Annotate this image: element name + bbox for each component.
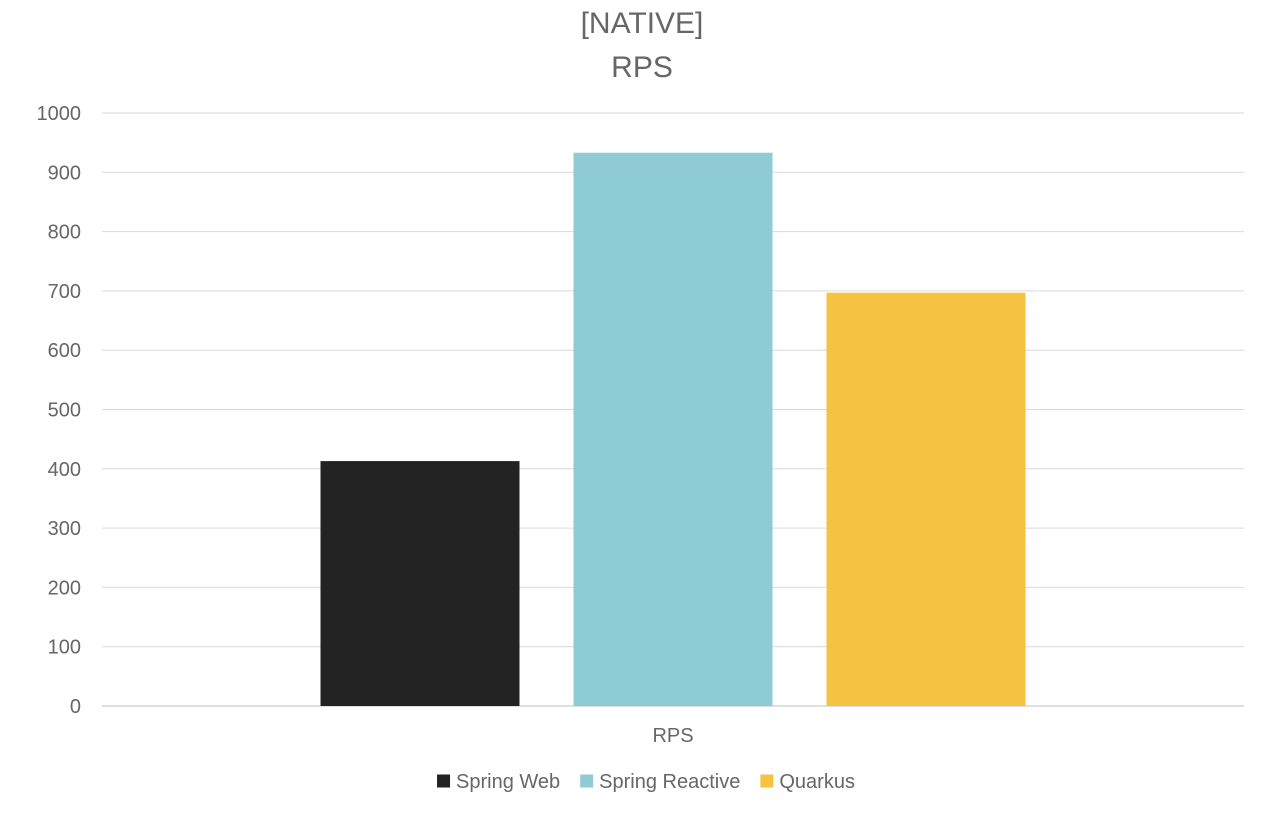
y-tick-label: 1000 <box>37 103 82 125</box>
y-tick-label: 900 <box>48 162 81 184</box>
bar-spring-web <box>320 461 520 706</box>
legend-swatch-spring-reactive <box>580 774 594 788</box>
bar-spring-reactive <box>573 152 773 706</box>
legend-item: Spring Web <box>437 771 560 793</box>
y-tick-label: 200 <box>48 577 81 599</box>
legend-swatch-spring-web <box>437 774 451 788</box>
legend-label: Spring Reactive <box>599 771 740 793</box>
legend-item: Spring Reactive <box>580 771 740 793</box>
x-tick-label: RPS <box>652 725 693 747</box>
y-tick-label: 0 <box>70 696 81 718</box>
y-tick-label: 600 <box>48 340 81 362</box>
chart-title-line-2: RPS <box>611 51 673 84</box>
y-tick-label: 800 <box>48 222 81 244</box>
legend-label: Quarkus <box>779 771 855 793</box>
bar-quarkus <box>826 292 1026 706</box>
x-axis-ticks: RPS <box>652 725 693 747</box>
y-tick-label: 700 <box>48 281 81 303</box>
y-axis-ticks: 0 100 200 300 400 500 600 700 800 900 1000 <box>37 103 82 718</box>
legend-label: Spring Web <box>456 771 560 793</box>
y-tick-label: 400 <box>48 459 81 481</box>
bars <box>320 152 1026 706</box>
legend: Spring Web Spring Reactive Quarkus <box>437 771 855 793</box>
legend-swatch-quarkus <box>760 774 774 788</box>
chart-title: [NATIVE] RPS <box>581 7 704 84</box>
chart-title-line-1: [NATIVE] <box>581 7 704 40</box>
y-tick-label: 100 <box>48 637 81 659</box>
y-tick-label: 300 <box>48 518 81 540</box>
legend-item: Quarkus <box>760 771 855 793</box>
y-tick-label: 500 <box>48 400 81 422</box>
